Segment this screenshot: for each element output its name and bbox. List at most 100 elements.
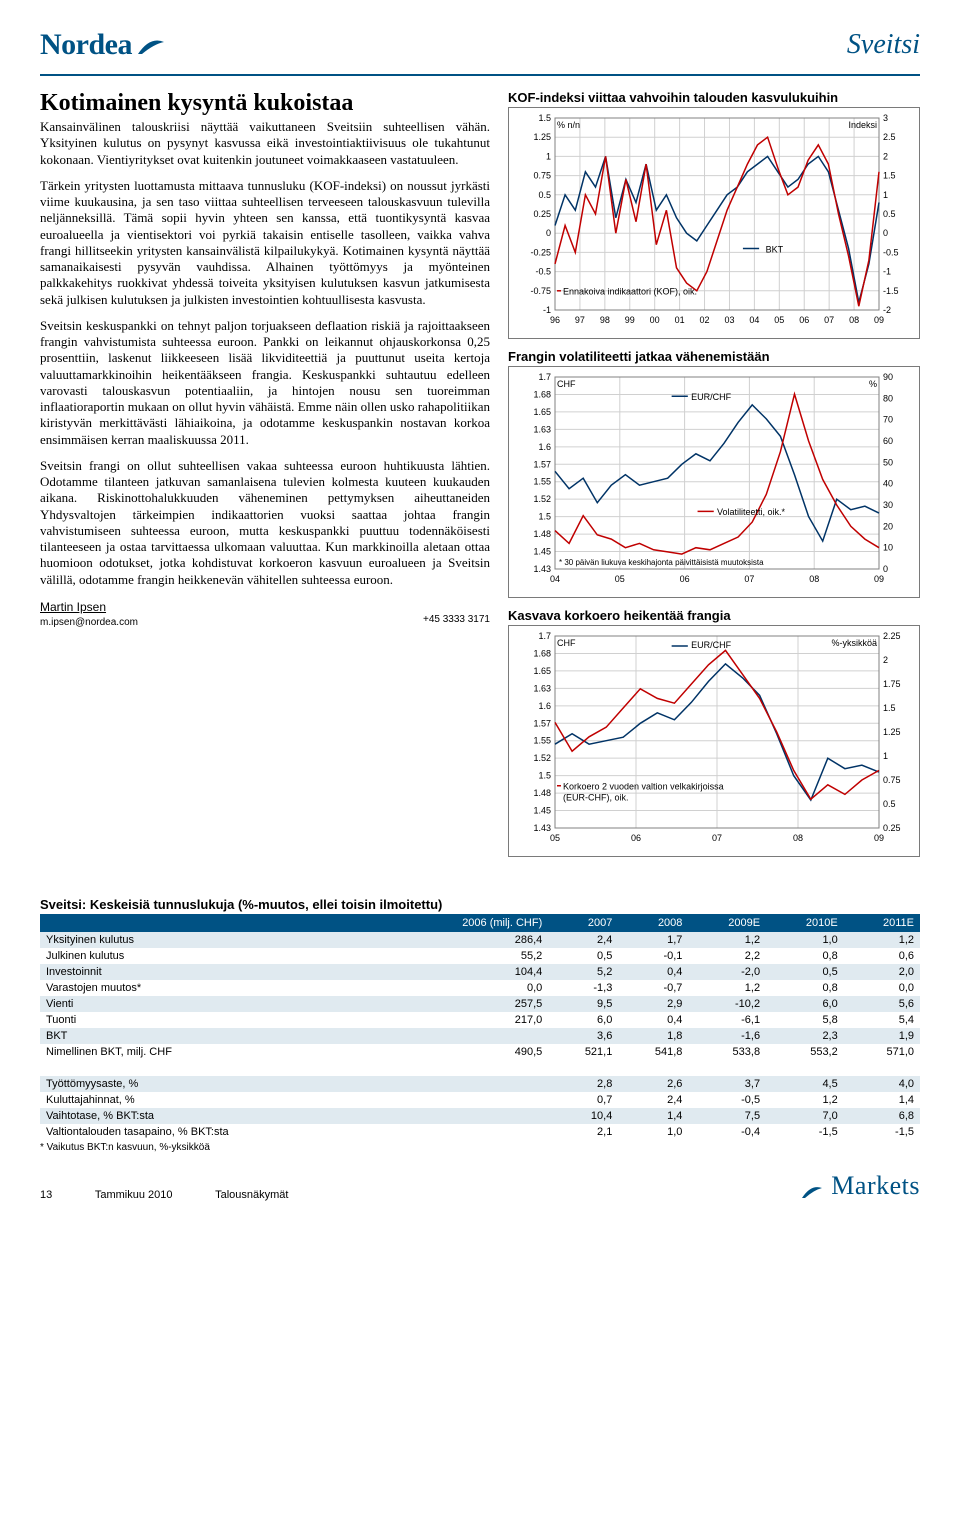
svg-text:98: 98 (600, 315, 610, 325)
svg-text:1.5: 1.5 (883, 703, 896, 713)
svg-text:06: 06 (799, 315, 809, 325)
svg-text:08: 08 (849, 315, 859, 325)
svg-text:(EUR-CHF), oik.: (EUR-CHF), oik. (563, 793, 629, 803)
svg-text:05: 05 (774, 315, 784, 325)
svg-text:1.25: 1.25 (883, 727, 901, 737)
brand-logo: Nordea (40, 28, 166, 62)
svg-text:Korkoero 2 vuoden valtion velk: Korkoero 2 vuoden valtion velkakirjoissa (563, 782, 724, 792)
main-title: Kotimainen kysyntä kukoistaa (40, 90, 490, 117)
svg-text:40: 40 (883, 479, 893, 489)
svg-text:Ennakoiva indikaattori (KOF),: Ennakoiva indikaattori (KOF), oik. (563, 287, 697, 297)
svg-text:-0.25: -0.25 (530, 247, 551, 257)
para-2: Tärkein yritysten luottamusta mittaava t… (40, 178, 490, 308)
svg-text:1.45: 1.45 (533, 547, 551, 557)
svg-text:04: 04 (749, 315, 759, 325)
svg-text:% n/n: % n/n (557, 120, 580, 130)
svg-text:97: 97 (575, 315, 585, 325)
svg-text:Volatiliteetti, oik.*: Volatiliteetti, oik.* (717, 507, 786, 517)
author-email: m.ipsen@nordea.com (40, 617, 138, 628)
svg-text:1.48: 1.48 (533, 529, 551, 539)
country-title: Sveitsi (847, 29, 920, 61)
footer-month: Tammikuu 2010 (95, 1189, 173, 1201)
svg-text:1.25: 1.25 (533, 132, 551, 142)
para-3: Sveitsin keskuspankki on tehnyt paljon t… (40, 318, 490, 448)
chart2: 1.431.451.481.51.521.551.571.61.631.651.… (508, 366, 920, 598)
svg-text:20: 20 (883, 521, 893, 531)
svg-text:-1: -1 (543, 305, 551, 315)
svg-text:2: 2 (883, 151, 888, 161)
svg-text:1.65: 1.65 (533, 407, 551, 417)
svg-text:1: 1 (883, 190, 888, 200)
footer-left: 13 Tammikuu 2010 Talousnäkymät (40, 1189, 288, 1201)
svg-text:1.55: 1.55 (533, 736, 551, 746)
svg-text:0: 0 (546, 228, 551, 238)
svg-text:1.7: 1.7 (538, 631, 551, 641)
svg-text:-0.75: -0.75 (530, 286, 551, 296)
svg-text:1.5: 1.5 (538, 512, 551, 522)
svg-text:0.5: 0.5 (883, 799, 896, 809)
svg-text:09: 09 (874, 833, 884, 843)
chart3-title: Kasvava korkoero heikentää frangia (508, 608, 920, 623)
svg-text:Indeksi: Indeksi (848, 120, 877, 130)
footer-section: Talousnäkymät (215, 1189, 288, 1201)
svg-text:1.52: 1.52 (533, 753, 551, 763)
svg-text:CHF: CHF (557, 379, 576, 389)
svg-text:1.5: 1.5 (883, 171, 896, 181)
svg-text:1.7: 1.7 (538, 372, 551, 382)
chart2-title: Frangin volatiliteetti jatkaa vähenemist… (508, 349, 920, 364)
svg-text:05: 05 (550, 833, 560, 843)
svg-text:09: 09 (874, 574, 884, 584)
svg-text:07: 07 (824, 315, 834, 325)
svg-text:3: 3 (883, 113, 888, 123)
svg-text:1.43: 1.43 (533, 564, 551, 574)
svg-text:EUR/CHF: EUR/CHF (691, 640, 732, 650)
svg-text:2.5: 2.5 (883, 132, 896, 142)
svg-text:2: 2 (883, 655, 888, 665)
svg-text:1.6: 1.6 (538, 442, 551, 452)
svg-text:0.25: 0.25 (533, 209, 551, 219)
svg-text:* 30 päivän liukuva keskihajon: * 30 päivän liukuva keskihajonta päivitt… (559, 558, 764, 567)
svg-text:06: 06 (680, 574, 690, 584)
svg-text:EUR/CHF: EUR/CHF (691, 392, 732, 402)
svg-text:1.68: 1.68 (533, 389, 551, 399)
svg-text:0: 0 (883, 564, 888, 574)
svg-text:1.63: 1.63 (533, 424, 551, 434)
svg-text:1.52: 1.52 (533, 494, 551, 504)
svg-text:1.63: 1.63 (533, 683, 551, 693)
svg-text:BKT: BKT (766, 244, 784, 254)
svg-text:01: 01 (675, 315, 685, 325)
svg-text:-0.5: -0.5 (883, 247, 899, 257)
svg-text:0.5: 0.5 (883, 209, 896, 219)
svg-text:60: 60 (883, 436, 893, 446)
svg-text:1.43: 1.43 (533, 823, 551, 833)
svg-text:99: 99 (625, 315, 635, 325)
svg-text:1.68: 1.68 (533, 648, 551, 658)
author-phone: +45 3333 3171 (423, 614, 490, 625)
chart1-title: KOF-indeksi viittaa vahvoihin talouden k… (508, 90, 920, 105)
svg-text:06: 06 (631, 833, 641, 843)
svg-text:1.75: 1.75 (883, 679, 901, 689)
svg-text:0.25: 0.25 (883, 823, 901, 833)
svg-text:03: 03 (724, 315, 734, 325)
svg-text:1.65: 1.65 (533, 666, 551, 676)
svg-text:0.75: 0.75 (533, 171, 551, 181)
table-title: Sveitsi: Keskeisiä tunnuslukuja (%-muuto… (40, 897, 920, 912)
footer-brand: Markets (831, 1171, 920, 1200)
svg-text:2.25: 2.25 (883, 631, 901, 641)
svg-text:08: 08 (809, 574, 819, 584)
svg-text:1: 1 (546, 151, 551, 161)
svg-text:1.5: 1.5 (538, 113, 551, 123)
svg-text:1.57: 1.57 (533, 459, 551, 469)
svg-text:-1: -1 (883, 267, 891, 277)
svg-text:0: 0 (883, 228, 888, 238)
svg-text:1.6: 1.6 (538, 701, 551, 711)
page-number: 13 (40, 1189, 52, 1201)
svg-text:-0.5: -0.5 (535, 267, 551, 277)
svg-text:-1.5: -1.5 (883, 286, 899, 296)
data-table: 2006 (milj. CHF)200720082009E2010E2011EY… (40, 914, 920, 1140)
svg-text:02: 02 (700, 315, 710, 325)
svg-text:%: % (869, 379, 877, 389)
sail-icon (136, 34, 166, 56)
svg-text:50: 50 (883, 457, 893, 467)
table-footnote: * Vaikutus BKT:n kasvuun, %-yksikköä (40, 1142, 920, 1153)
